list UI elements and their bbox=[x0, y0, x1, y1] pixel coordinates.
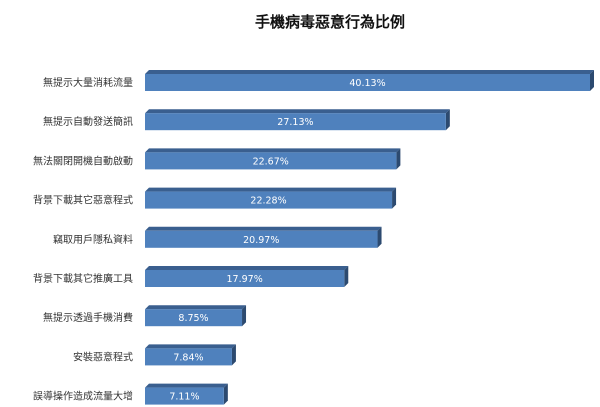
bar bbox=[145, 309, 243, 327]
bar bbox=[145, 152, 397, 170]
category-label: 背景下載其它惡意程式 bbox=[33, 194, 133, 207]
bar-side bbox=[223, 383, 228, 405]
category-label: 無提示自動發送簡訊 bbox=[43, 115, 133, 128]
bar-top bbox=[145, 266, 349, 270]
bar bbox=[145, 270, 345, 287]
bar-side bbox=[344, 266, 349, 287]
bar-top bbox=[145, 305, 247, 310]
bar-top bbox=[145, 109, 450, 114]
category-label: 無提示透過手機消費 bbox=[43, 311, 133, 324]
category-label: 無提示大量消耗流量 bbox=[43, 76, 133, 89]
data-label: 22.28% bbox=[250, 196, 286, 207]
bar-side bbox=[377, 226, 382, 248]
data-label: 8.75% bbox=[178, 313, 208, 324]
bar-side bbox=[242, 305, 247, 327]
category-label: 無法關閉開機自動啟動 bbox=[33, 154, 133, 167]
chart-title: 手機病毒惡意行為比例 bbox=[255, 13, 405, 31]
data-label: 17.97% bbox=[227, 274, 263, 285]
bar bbox=[145, 348, 232, 366]
category-label: 安裝惡意程式 bbox=[73, 350, 133, 363]
data-label: 27.13% bbox=[277, 117, 313, 128]
bar-top bbox=[145, 70, 594, 74]
category-label: 竊取用戶隱私資料 bbox=[53, 233, 133, 246]
bar bbox=[145, 387, 224, 405]
bar-top bbox=[145, 148, 401, 153]
category-label: 背景下載其它推廣工具 bbox=[33, 272, 133, 285]
bar-top bbox=[145, 187, 397, 192]
data-label: 7.11% bbox=[169, 392, 199, 403]
bar-top bbox=[145, 344, 236, 349]
category-label: 誤導操作造成流量大增 bbox=[33, 390, 133, 403]
bar-top bbox=[145, 383, 228, 388]
bar-side bbox=[392, 187, 397, 209]
data-label: 7.84% bbox=[173, 352, 203, 363]
data-label: 20.97% bbox=[243, 235, 279, 246]
bar bbox=[145, 74, 590, 91]
data-label: 40.13% bbox=[349, 78, 385, 89]
bar-side bbox=[590, 70, 594, 91]
bar bbox=[145, 230, 378, 248]
data-label: 22.67% bbox=[253, 156, 289, 167]
bar-side bbox=[445, 109, 450, 131]
bar-side bbox=[231, 344, 236, 366]
bar-side bbox=[396, 148, 401, 170]
bar bbox=[145, 113, 446, 131]
bar-top bbox=[145, 226, 382, 231]
bar bbox=[145, 191, 393, 209]
